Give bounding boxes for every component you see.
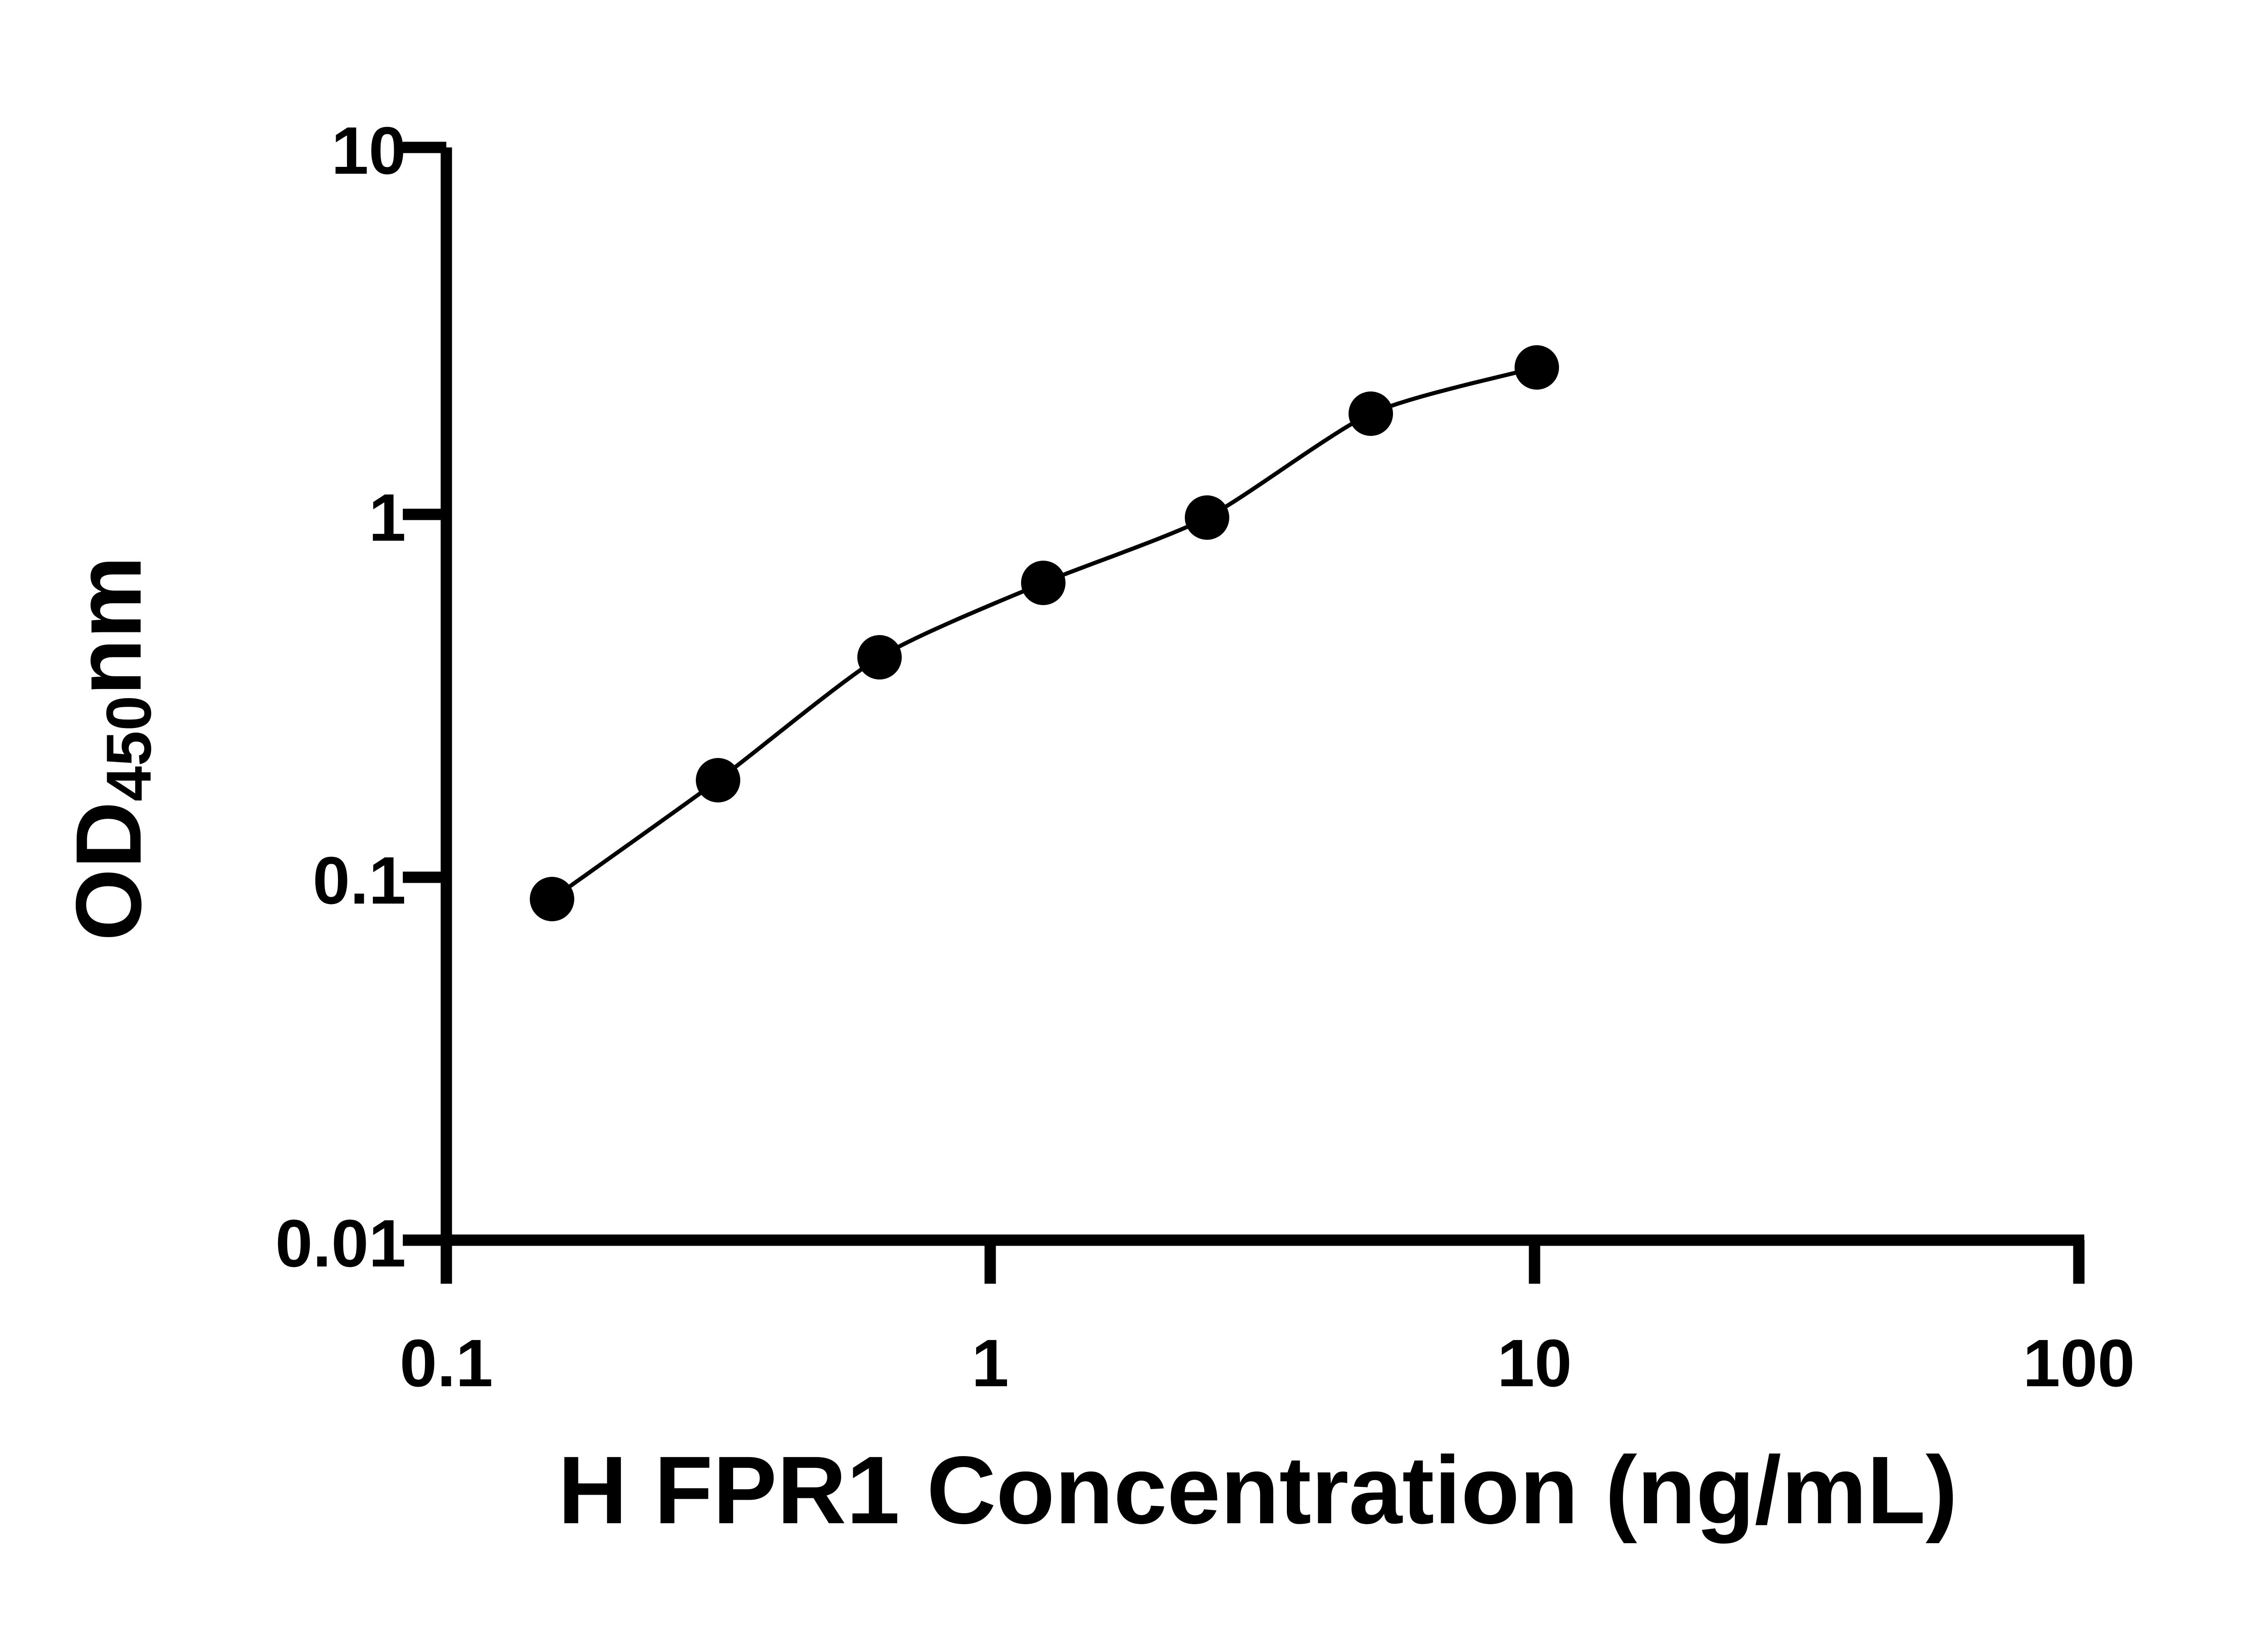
svg-text:10: 10 bbox=[1497, 1326, 1572, 1401]
svg-text:H FPR1 Concentration (ng/mL): H FPR1 Concentration (ng/mL) bbox=[558, 1436, 1958, 1544]
svg-text:0.1: 0.1 bbox=[400, 1326, 493, 1401]
svg-text:0.1: 0.1 bbox=[313, 843, 406, 918]
svg-text:10: 10 bbox=[331, 113, 406, 188]
svg-text:0.01: 0.01 bbox=[275, 1206, 406, 1281]
svg-text:100: 100 bbox=[2023, 1326, 2135, 1401]
svg-text:1: 1 bbox=[369, 480, 406, 555]
svg-text:1: 1 bbox=[972, 1326, 1009, 1401]
